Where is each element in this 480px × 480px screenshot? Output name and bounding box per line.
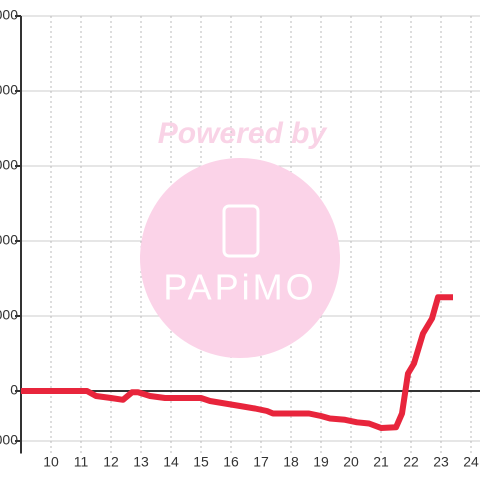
x-tick-label: 22	[403, 454, 419, 470]
y-tick-label: -20,000	[0, 432, 18, 448]
x-tick-label: 15	[193, 454, 209, 470]
x-tick-label: 21	[373, 454, 389, 470]
watermark-icon	[222, 204, 260, 258]
data-line	[21, 294, 453, 431]
x-tick-label: 14	[163, 454, 179, 470]
y-tick-label: 0	[10, 382, 18, 398]
watermark-text: Powered by	[158, 117, 328, 150]
x-tick-label: 23	[433, 454, 449, 470]
x-tick-label: 16	[223, 454, 239, 470]
x-tick-label: 13	[133, 454, 149, 470]
x-tick-label: 24	[463, 454, 479, 470]
y-tick-label: 120,000	[0, 82, 18, 98]
x-tick-label: 10	[43, 454, 59, 470]
y-tick-label: 60,000	[0, 232, 18, 248]
watermark: Powered by PAPiMO	[140, 117, 340, 358]
x-tick-label: 20	[343, 454, 359, 470]
x-tick-label: 18	[283, 454, 299, 470]
x-tick-label: 19	[313, 454, 329, 470]
watermark-logo: PAPiMO	[163, 267, 316, 308]
y-tick-label: 30,000	[0, 307, 18, 323]
y-tick-label: 150,000	[0, 7, 18, 23]
x-tick-label: 12	[103, 454, 119, 470]
watermark-circle	[140, 158, 340, 358]
y-tick-label: 90,000	[0, 157, 18, 173]
x-tick-label: 17	[253, 454, 269, 470]
x-tick-label: 11	[74, 454, 89, 470]
